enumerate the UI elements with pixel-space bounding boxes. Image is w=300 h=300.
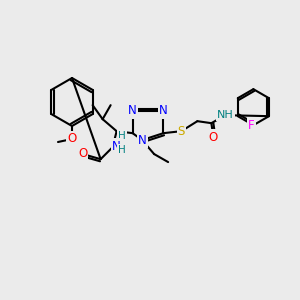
Text: NH: NH [217, 110, 234, 120]
Text: O: O [78, 147, 87, 160]
Text: N: N [112, 140, 121, 153]
Text: H: H [118, 131, 125, 141]
Text: N: N [159, 104, 168, 117]
Text: O: O [68, 133, 76, 146]
Text: S: S [178, 125, 185, 138]
Text: N: N [128, 104, 137, 117]
Text: H: H [118, 145, 125, 155]
Text: O: O [209, 131, 218, 144]
Text: N: N [138, 134, 146, 147]
Text: F: F [248, 119, 255, 132]
